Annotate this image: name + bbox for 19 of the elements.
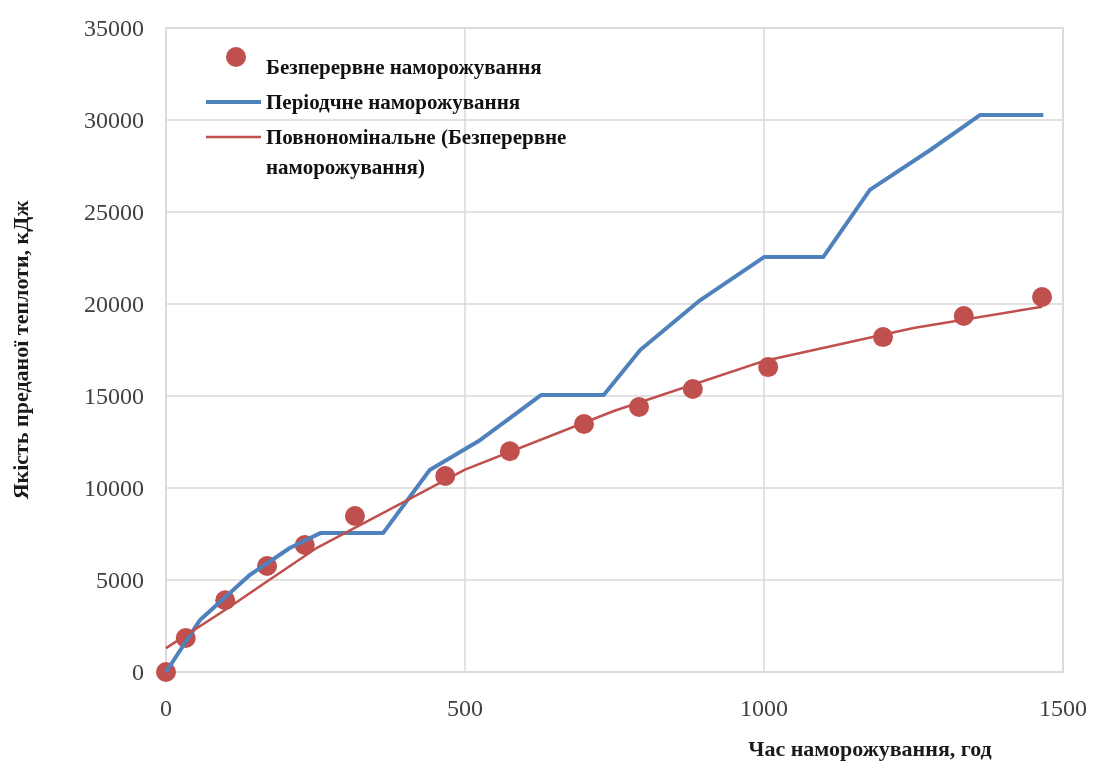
y-tick-label: 20000 (84, 291, 144, 318)
x-tick-label: 1500 (1039, 695, 1087, 721)
point (344, 505, 365, 526)
x-tick-label: 500 (447, 695, 483, 721)
y-tick-label: 5000 (96, 567, 144, 594)
legend-label: Безперервне наморожування (266, 55, 542, 79)
point (1032, 287, 1053, 308)
x-axis-title: Час наморожування, год (748, 736, 992, 761)
y-tick-label: 0 (132, 659, 144, 686)
legend-label: Періодчне наморожування (266, 90, 521, 114)
y-tick-label: 30000 (84, 107, 144, 134)
x-tick-label: 0 (160, 695, 172, 721)
x-tick-label: 1000 (740, 695, 788, 721)
legend-label: Повнономінальне (Безперервне наморожування) (266, 125, 567, 179)
y-tick-label: 10000 (84, 475, 144, 502)
y-tick-label: 35000 (84, 15, 144, 42)
y-tick-label: 25000 (84, 199, 144, 226)
y-axis-title: Якість преданої теплоти, кДж (8, 200, 33, 500)
y-tick-label: 15000 (84, 383, 144, 410)
